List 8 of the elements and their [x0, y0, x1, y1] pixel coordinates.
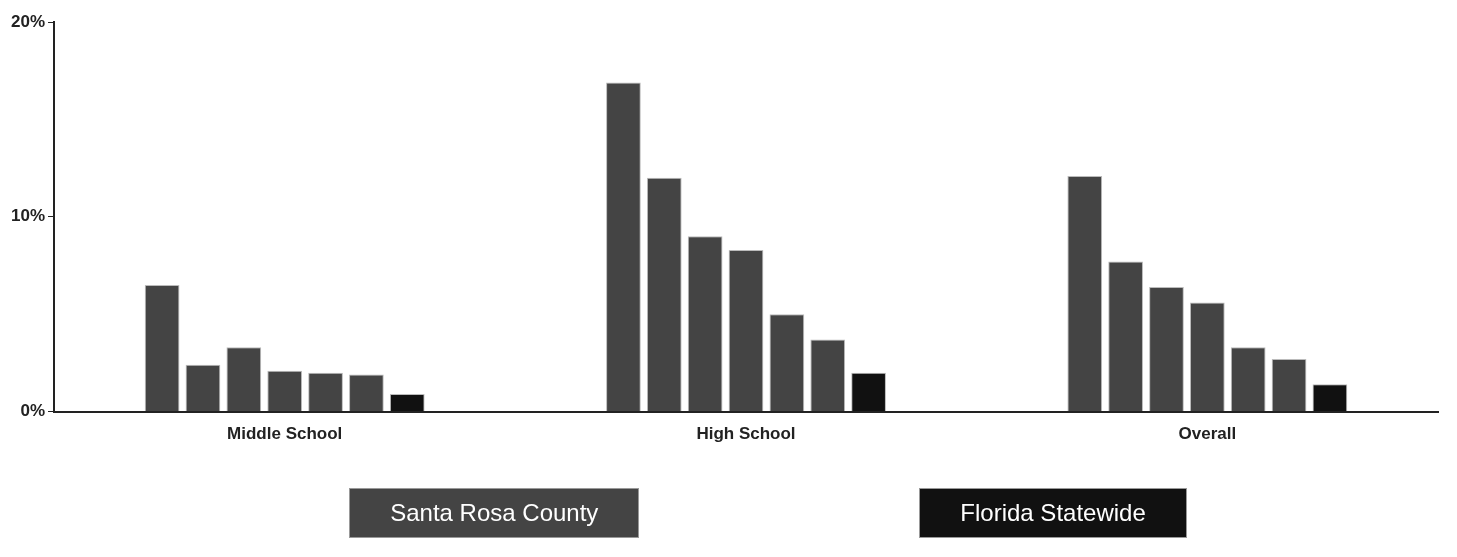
x-tick-label: Middle School [227, 424, 343, 444]
text: Santa Rosa County [349, 488, 640, 538]
x-tick-label: Overall [1178, 424, 1237, 444]
y-tick-label: 20% [10, 11, 46, 31]
x-tick-label: High School [696, 424, 796, 444]
y-tick-label: 10% [10, 206, 46, 226]
y-tick-label: 0% [20, 401, 46, 421]
text: Florida Statewide [919, 488, 1187, 538]
